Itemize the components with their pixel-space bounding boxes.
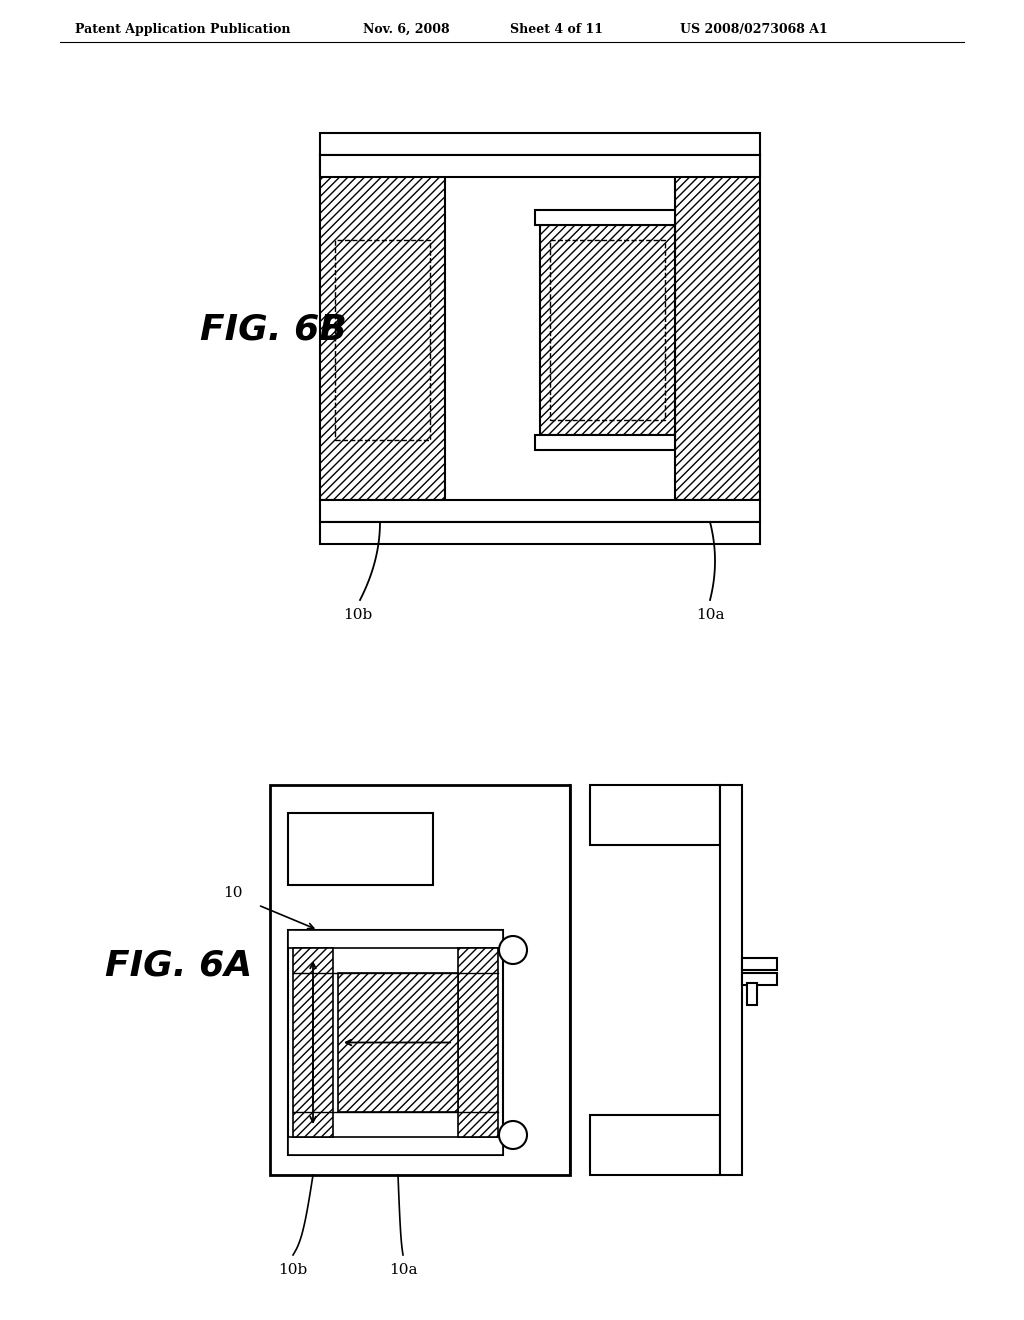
Bar <box>742 973 777 985</box>
Text: Patent Application Publication: Patent Application Publication <box>75 22 291 36</box>
Text: Sheet 4 of 11: Sheet 4 of 11 <box>510 22 603 36</box>
Bar <box>550 240 665 420</box>
Bar <box>335 240 430 440</box>
Bar <box>288 931 503 948</box>
Text: US 2008/0273068 A1: US 2008/0273068 A1 <box>680 22 827 36</box>
Bar <box>675 154 760 500</box>
Bar <box>535 436 675 450</box>
Circle shape <box>499 936 527 964</box>
Text: 10a: 10a <box>389 1263 417 1276</box>
Bar <box>293 948 333 1137</box>
Text: Nov. 6, 2008: Nov. 6, 2008 <box>362 22 450 36</box>
Text: 10b: 10b <box>279 1263 307 1276</box>
Bar <box>540 224 675 436</box>
Bar <box>288 813 433 884</box>
Text: 10b: 10b <box>343 609 373 622</box>
Bar <box>338 973 458 1111</box>
Text: FIG. 6B: FIG. 6B <box>200 313 347 347</box>
Bar <box>590 785 720 845</box>
Bar <box>590 1115 720 1175</box>
Bar <box>319 154 760 177</box>
Bar <box>319 500 760 521</box>
Bar <box>535 210 675 224</box>
Bar <box>319 521 760 544</box>
Bar <box>288 1137 503 1155</box>
Bar <box>319 133 760 154</box>
Bar <box>458 948 498 1137</box>
Bar <box>288 931 503 1155</box>
Circle shape <box>499 1121 527 1148</box>
Bar <box>270 785 570 1175</box>
Text: 10a: 10a <box>695 609 724 622</box>
Text: FIG. 6A: FIG. 6A <box>105 948 252 982</box>
Bar <box>720 785 742 1175</box>
Bar <box>746 983 757 1005</box>
Text: 10: 10 <box>223 886 243 900</box>
Bar <box>319 154 445 500</box>
Bar <box>742 958 777 970</box>
